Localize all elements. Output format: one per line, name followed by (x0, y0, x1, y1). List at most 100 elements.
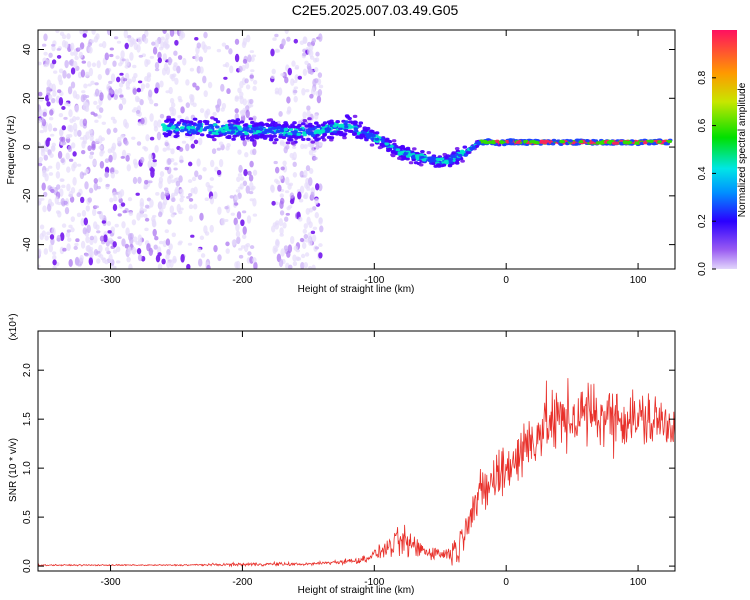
spectrogram-mark (272, 134, 278, 138)
spectrogram-mark (40, 144, 46, 151)
spectrogram-mark (190, 187, 195, 194)
spectrogram-mark (70, 67, 76, 75)
spectrogram-mark (308, 238, 313, 246)
spectrogram-mark (145, 134, 150, 142)
spectrogram-mark (152, 46, 158, 55)
spectrogram-mark (90, 39, 95, 44)
spectrogram-mark (300, 253, 306, 259)
spectrogram-mark (235, 230, 241, 238)
spectrogram-mark (274, 48, 280, 53)
spectrogram-mark (482, 140, 488, 144)
spectrogram-mark (99, 160, 105, 169)
snr-panel: -300 -200 -100 0 100 0.0 0.5 1.0 1.5 2.0 Height … (8, 313, 676, 596)
spectrogram-mark (302, 111, 307, 119)
spectrogram-mark (390, 154, 396, 158)
spectrogram-mark (61, 34, 67, 40)
spectrogram-mark (294, 66, 299, 70)
spectrogram-mark (176, 121, 182, 125)
spectrogram-mark (214, 166, 219, 172)
snr-series-line (38, 378, 675, 568)
spectrogram-mark (278, 218, 283, 227)
spectrogram-mark (281, 38, 286, 46)
y-tick-label: 0.5 (22, 510, 33, 524)
spectrogram-mark (164, 190, 170, 196)
spectrogram-mark (384, 142, 390, 146)
spectrogram-mark (248, 174, 254, 182)
spectrogram-mark (271, 225, 276, 233)
spectrogram-mark (143, 182, 148, 190)
spectrogram-mark (137, 254, 143, 262)
spectrogram-mark (318, 84, 324, 89)
spectrogram-mark (165, 126, 171, 131)
spectrogram-mark (50, 133, 55, 137)
spectrogram-mark (280, 166, 285, 171)
spectrogram-mark (205, 181, 210, 188)
spectrogram-mark (245, 84, 251, 90)
spectrogram-mark (100, 137, 106, 142)
page-title: C2E5.2025.007.03.49.G05 (291, 2, 459, 18)
spectrogram-mark (94, 82, 99, 86)
spectrogram-mark (69, 196, 75, 203)
spectrogram-mark (235, 189, 241, 193)
spectrogram-mark (306, 137, 311, 141)
spectrogram-mark (395, 148, 401, 152)
spectrogram-mark (145, 82, 150, 89)
spectrogram-mark (304, 252, 310, 257)
spectrogram-mark (121, 58, 126, 62)
spectrogram-mark (589, 141, 594, 145)
spectrogram-mark (305, 47, 310, 51)
spectrogram-mark (49, 234, 55, 240)
spectrogram-mark (179, 129, 185, 133)
spectrogram-mark (80, 196, 85, 204)
spectrogram-mark (175, 177, 180, 182)
spectrogram-mark (270, 75, 275, 79)
spectrogram-mark (250, 69, 255, 73)
spectrogram-frame (37, 29, 676, 270)
spectrogram-mark (60, 158, 65, 164)
spectrogram-mark (348, 125, 353, 129)
spectrogram-mark (59, 188, 64, 197)
spectrogram-mark (170, 213, 175, 218)
spectrogram-mark (272, 141, 278, 145)
snr-y-scale-label: (x10⁴) (8, 313, 19, 340)
spectrogram-mark (112, 60, 117, 67)
spectrogram-mark (153, 244, 158, 250)
spectrogram-mark (283, 146, 288, 154)
spectrogram-mark (224, 126, 229, 130)
spectrogram-mark (188, 197, 194, 202)
spectrogram-mark (122, 210, 127, 214)
spectrogram-mark (508, 139, 514, 143)
spectrogram-mark (252, 148, 257, 156)
spectrogram-mark (57, 150, 63, 159)
spectrogram-mark (179, 207, 184, 211)
spectrogram-mark (104, 246, 110, 252)
x-tick-label: -300 (101, 577, 121, 588)
spectrogram-mark (173, 167, 178, 171)
spectrogram-mark (397, 156, 402, 160)
spectrogram-mark (80, 69, 86, 78)
spectrogram-mark (78, 51, 84, 59)
spectrogram-mark (647, 142, 652, 146)
spectrogram-mark (38, 248, 42, 256)
spectrogram-mark (69, 58, 75, 67)
spectrogram-mark (288, 127, 294, 131)
spectrogram-mark (374, 137, 380, 141)
spectrogram-mark (48, 52, 53, 58)
spectrogram-mark (209, 224, 214, 233)
spectrogram-mark (426, 151, 432, 155)
spectrogram-mark (236, 260, 241, 269)
spectrogram-mark (160, 41, 165, 49)
spectrogram-mark (294, 74, 299, 81)
spectrogram-mark (199, 108, 205, 114)
spectrogram-mark (228, 48, 233, 55)
spectrogram-mark (151, 216, 156, 223)
spectrogram-mark (169, 30, 175, 37)
spectrogram-mark (238, 65, 243, 73)
spectrogram-mark (246, 34, 251, 43)
spectrogram-mark (447, 164, 453, 168)
spectrogram-mark (117, 87, 123, 94)
spectrogram-mark (379, 142, 385, 146)
spectrogram-mark (47, 185, 52, 191)
spectrogram-mark (96, 185, 101, 190)
spectrogram-mark (290, 78, 295, 86)
